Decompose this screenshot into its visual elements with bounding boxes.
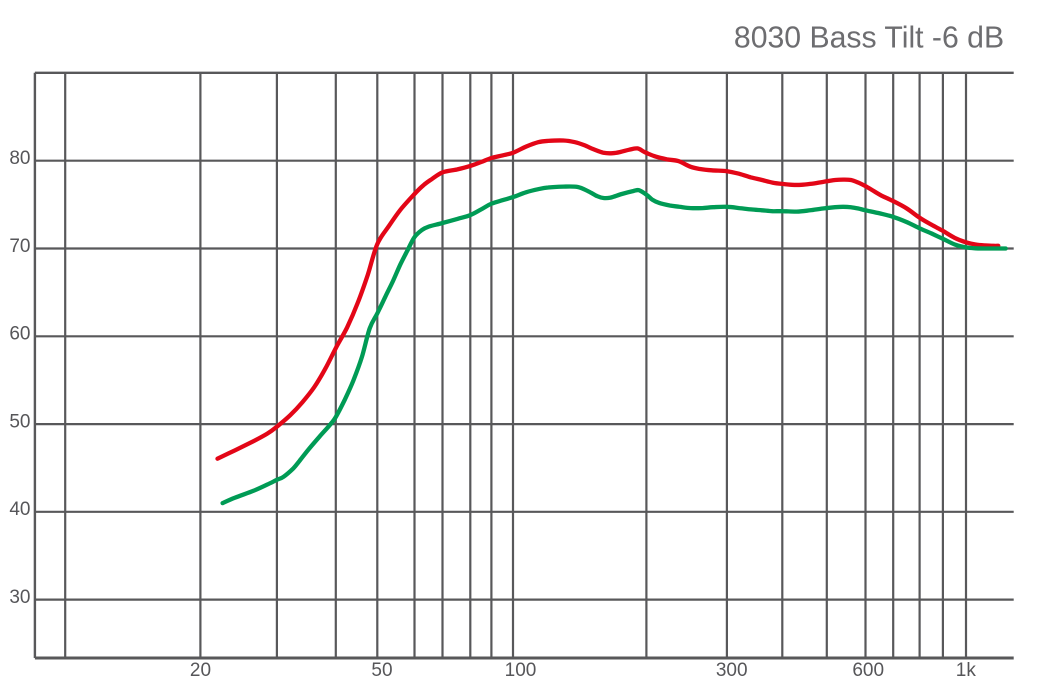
svg-text:1k: 1k (956, 660, 977, 681)
svg-text:60: 60 (9, 324, 30, 345)
svg-text:20: 20 (190, 660, 211, 681)
svg-text:300: 300 (716, 660, 748, 681)
svg-text:600: 600 (852, 660, 884, 681)
svg-text:8030 Bass Tilt -6 dB: 8030 Bass Tilt -6 dB (734, 22, 1004, 55)
svg-text:100: 100 (505, 660, 537, 681)
svg-text:50: 50 (371, 660, 392, 681)
svg-text:30: 30 (9, 587, 30, 608)
svg-text:40: 40 (9, 499, 30, 520)
svg-text:50: 50 (9, 411, 30, 432)
svg-text:70: 70 (9, 236, 30, 257)
svg-text:80: 80 (9, 148, 30, 169)
